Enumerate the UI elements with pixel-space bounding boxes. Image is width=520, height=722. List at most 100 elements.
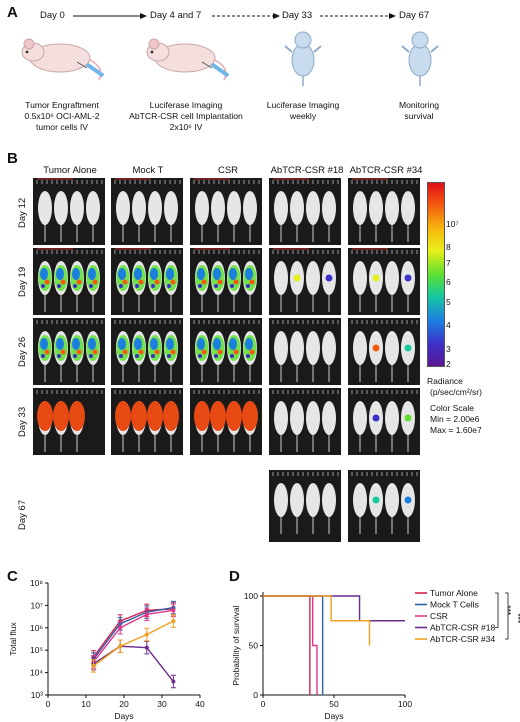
data-point bbox=[171, 608, 176, 613]
panel-a-letter: A bbox=[7, 4, 18, 21]
bli-image-day-row3-col4 bbox=[269, 318, 341, 385]
row-label-day12: Day 12 bbox=[17, 197, 28, 228]
data-point bbox=[144, 632, 149, 637]
significance-label: *** bbox=[513, 613, 520, 624]
column-header-abtcr-18: AbTCR-CSR #18 bbox=[270, 165, 344, 176]
step-day33-label: Day 33 bbox=[282, 10, 313, 21]
y-tick-label: 10⁴ bbox=[30, 668, 43, 678]
bli-image-day-row4-col4 bbox=[269, 388, 341, 455]
series-line-4 bbox=[93, 620, 174, 667]
x-tick-label: 20 bbox=[119, 699, 129, 709]
significance-bracket bbox=[505, 592, 509, 640]
column-header-abtcr-34: AbTCR-CSR #34 bbox=[349, 165, 423, 176]
y-tick-label: 10⁵ bbox=[30, 645, 43, 655]
panel-b-letter: B bbox=[7, 150, 18, 167]
data-point bbox=[144, 645, 149, 650]
radiance-units: (p/sec/cm²/sr) bbox=[430, 387, 482, 397]
x-tick-label: 100 bbox=[398, 699, 412, 709]
row-label-day33: Day 33 bbox=[17, 406, 28, 437]
caption-implantation: Luciferase Imaging AbTCR-CSR cell Implan… bbox=[129, 100, 243, 132]
y-tick-label: 10³ bbox=[31, 690, 43, 700]
data-point bbox=[91, 663, 96, 668]
bli-image-day-row1-col5 bbox=[348, 178, 420, 245]
bli-image-day-row2-col5 bbox=[348, 248, 420, 315]
legend-label: AbTCR-CSR #34 bbox=[430, 634, 495, 644]
bli-image-day-row4-col2 bbox=[111, 388, 183, 455]
radiance-colorbar bbox=[427, 182, 445, 367]
legend-label: CSR bbox=[430, 611, 448, 621]
radiance-label: Radiance bbox=[427, 376, 463, 386]
bli-image-day-row1-col3 bbox=[190, 178, 262, 245]
bli-image-day-row3-col2 bbox=[111, 318, 183, 385]
bli-image-day-row4-col3 bbox=[190, 388, 262, 455]
row-label-day67: Day 67 bbox=[17, 499, 28, 530]
data-point bbox=[144, 612, 149, 617]
bli-image-day-row2-col1 bbox=[33, 248, 105, 315]
data-point bbox=[118, 644, 123, 649]
y-tick-label: 10⁷ bbox=[30, 600, 43, 610]
colorbar-tick-3: 3 bbox=[446, 344, 451, 354]
x-tick-label: 30 bbox=[157, 699, 167, 709]
mouse-imaging-illustration-1 bbox=[284, 31, 322, 86]
bli-image-day-row5-col4 bbox=[269, 470, 341, 542]
color-scale-label: Color Scale bbox=[430, 403, 474, 413]
bli-image-day-row2-col3 bbox=[190, 248, 262, 315]
y-tick-label: 0 bbox=[253, 690, 258, 700]
mouse-injection-illustration-1 bbox=[21, 38, 105, 81]
survival-curve-0 bbox=[263, 595, 311, 695]
y-axis-title: Total flux bbox=[8, 621, 18, 655]
bli-image-day-row3-col3 bbox=[190, 318, 262, 385]
total-flux-chart: 10³ 10⁴ 10⁵ 10⁶ 10⁷ 10⁸ 0 10 20 30 40 Days Total flu… bbox=[8, 578, 205, 721]
bli-image-day-row4-col1 bbox=[33, 388, 105, 455]
series-line-1 bbox=[93, 606, 174, 660]
bli-image-day-row1-col1 bbox=[33, 178, 105, 245]
bli-image-day-row4-col5 bbox=[348, 388, 420, 455]
y-tick-label: 10⁸ bbox=[30, 578, 43, 588]
colorbar-tick-5: 5 bbox=[446, 297, 451, 307]
column-header-tumor-alone: Tumor Alone bbox=[43, 165, 97, 176]
bli-image-day-row3-col5 bbox=[348, 318, 420, 385]
timeline-arrows bbox=[73, 13, 396, 19]
data-point bbox=[171, 679, 176, 684]
step-day67-label: Day 67 bbox=[399, 10, 430, 21]
survival-chart: 0 50 100 0 50 100 Days Probability of survival T… bbox=[231, 588, 520, 721]
mouse-injection-illustration-2 bbox=[146, 38, 230, 81]
panel-d-letter: D bbox=[229, 568, 240, 585]
legend-label: AbTCR-CSR #18 bbox=[430, 623, 495, 633]
colorbar-tick-2: 2 bbox=[446, 359, 451, 369]
bli-image-day-row5-col5 bbox=[348, 470, 420, 542]
row-label-day19: Day 19 bbox=[17, 266, 28, 297]
colorbar-tick-4: 4 bbox=[446, 320, 451, 330]
mouse-survival-illustration bbox=[401, 31, 439, 86]
significance-bracket bbox=[495, 592, 499, 628]
column-header-mock-t: Mock T bbox=[132, 165, 164, 176]
row-label-day26: Day 26 bbox=[17, 336, 28, 367]
caption-engraftment: Tumor Engraftment 0.5x10⁶ OCI-AML-2 tumo… bbox=[24, 100, 100, 132]
color-scale-max: Max = 1.60e7 bbox=[430, 425, 482, 435]
bli-image-day-row1-col2 bbox=[111, 178, 183, 245]
bli-image-day-row2-col4 bbox=[269, 248, 341, 315]
survival-curve-4 bbox=[263, 595, 371, 646]
y-tick-label: 10⁶ bbox=[30, 623, 43, 633]
color-scale-min: Min = 2.00e6 bbox=[430, 414, 480, 424]
x-axis-title: Days bbox=[324, 711, 343, 721]
series-line-3 bbox=[93, 645, 174, 682]
colorbar-tick-8: 8 bbox=[446, 242, 451, 252]
colorbar-tick-6: 6 bbox=[446, 277, 451, 287]
series-line-0 bbox=[93, 608, 174, 658]
x-tick-label: 40 bbox=[195, 699, 205, 709]
data-point bbox=[171, 619, 176, 624]
y-tick-label: 100 bbox=[244, 591, 258, 601]
y-tick-label: 50 bbox=[249, 641, 259, 651]
bli-image-day-row3-col1 bbox=[33, 318, 105, 385]
x-tick-label: 0 bbox=[261, 699, 266, 709]
bli-image-day-row2-col2 bbox=[111, 248, 183, 315]
bli-image-day-row1-col4 bbox=[269, 178, 341, 245]
panel-c-letter: C bbox=[7, 568, 18, 585]
colorbar-tick-7: 7 bbox=[446, 258, 451, 268]
significance-label: *** bbox=[503, 605, 513, 616]
data-point bbox=[118, 625, 123, 630]
colorbar-tick-1e7: 10⁷ bbox=[446, 219, 459, 229]
column-header-csr: CSR bbox=[217, 165, 239, 176]
caption-monitoring: Monitoring survival bbox=[398, 100, 440, 121]
